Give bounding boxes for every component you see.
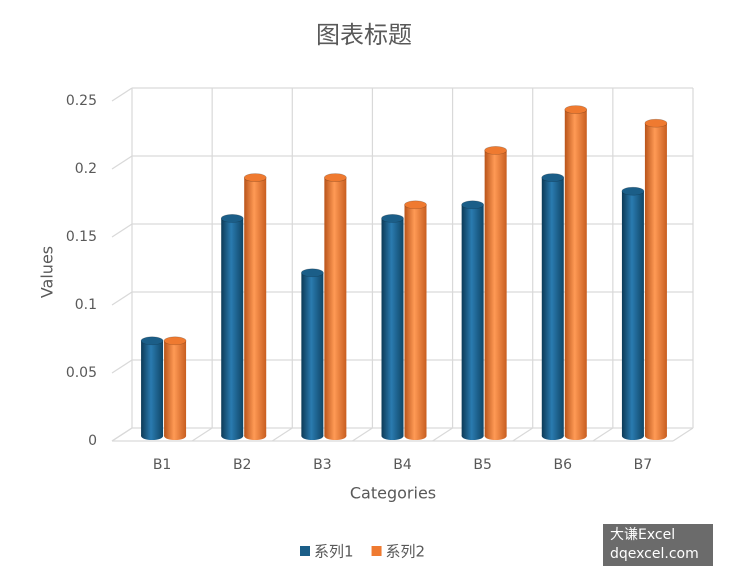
y-tick [111,291,133,306]
bar-top [484,146,507,155]
floor-line [672,427,694,442]
legend-swatch [371,546,382,556]
y-tick [111,223,133,238]
bar-body [244,177,267,436]
x-tick-label: B1 [153,457,172,473]
watermark-line: 大谦Excel [610,527,675,543]
bar [564,105,588,440]
watermark-box [603,524,713,566]
bar-top [140,336,164,346]
bar-top [541,173,565,182]
bar-body [461,204,484,436]
x-tick-label: B3 [313,457,332,473]
bar-body [484,150,507,436]
x-tick-label: B6 [554,457,573,473]
bar [324,173,347,440]
bar-top [163,336,187,346]
x-tick-label: B7 [634,457,653,473]
x-tick-label: B2 [233,457,252,473]
bar-top [404,200,427,210]
bar [461,200,484,440]
floor-line [512,427,534,442]
bar-body [221,218,244,436]
bar-body [141,340,164,436]
y-axis-title: Values [38,246,57,298]
bar-body [324,177,347,436]
bar [404,200,427,440]
y-tick-label: 0.15 [66,229,97,245]
bar [163,336,187,440]
watermark-line: dqexcel.com [610,546,699,562]
bar-top [381,214,404,223]
bar [140,336,164,440]
bar [220,214,244,440]
bar-body [301,272,324,436]
x-axis-title: Categories [350,484,436,503]
watermark: 大谦Excel dqexcel.com [603,524,713,566]
bar-top [324,173,347,182]
legend-swatch [300,546,310,556]
bar-body [564,109,587,436]
x-tick-label: B5 [473,457,492,473]
y-tick [111,155,133,170]
floor-line [191,427,213,442]
bar-top [461,200,484,210]
bar-top [621,186,645,196]
y-tick-label: 0 [88,433,97,449]
bar [644,118,668,440]
bar-body [644,123,667,436]
x-tick-label: B4 [393,457,412,473]
bar-top [301,268,324,278]
legend-label: 系列2 [386,543,426,561]
bar [243,173,267,440]
y-tick [111,87,133,102]
y-tick [111,359,133,374]
bar-body [621,191,644,436]
floor-line [432,427,453,442]
bar [381,214,404,440]
floor-line [592,427,614,442]
bar-top [564,105,588,114]
bar [621,186,645,440]
floor-line [271,427,293,442]
bar-body [164,340,187,436]
y-tick-label: 0.25 [66,93,97,109]
bar-top [243,173,267,182]
chart-title: 图表标题 [316,21,412,49]
bar-top [220,214,244,223]
floor-line [352,427,373,442]
bar [484,146,507,440]
y-tick-label: 0.1 [75,297,97,313]
legend-label: 系列1 [314,543,354,561]
bar [301,268,324,440]
bar-body [541,177,564,436]
floor-line [111,427,133,442]
y-tick-label: 0.2 [75,161,97,177]
bar-body [404,204,427,436]
y-tick-label: 0.05 [66,365,97,381]
bar-body [381,218,404,436]
bar [541,173,565,440]
bar-top [644,118,668,128]
